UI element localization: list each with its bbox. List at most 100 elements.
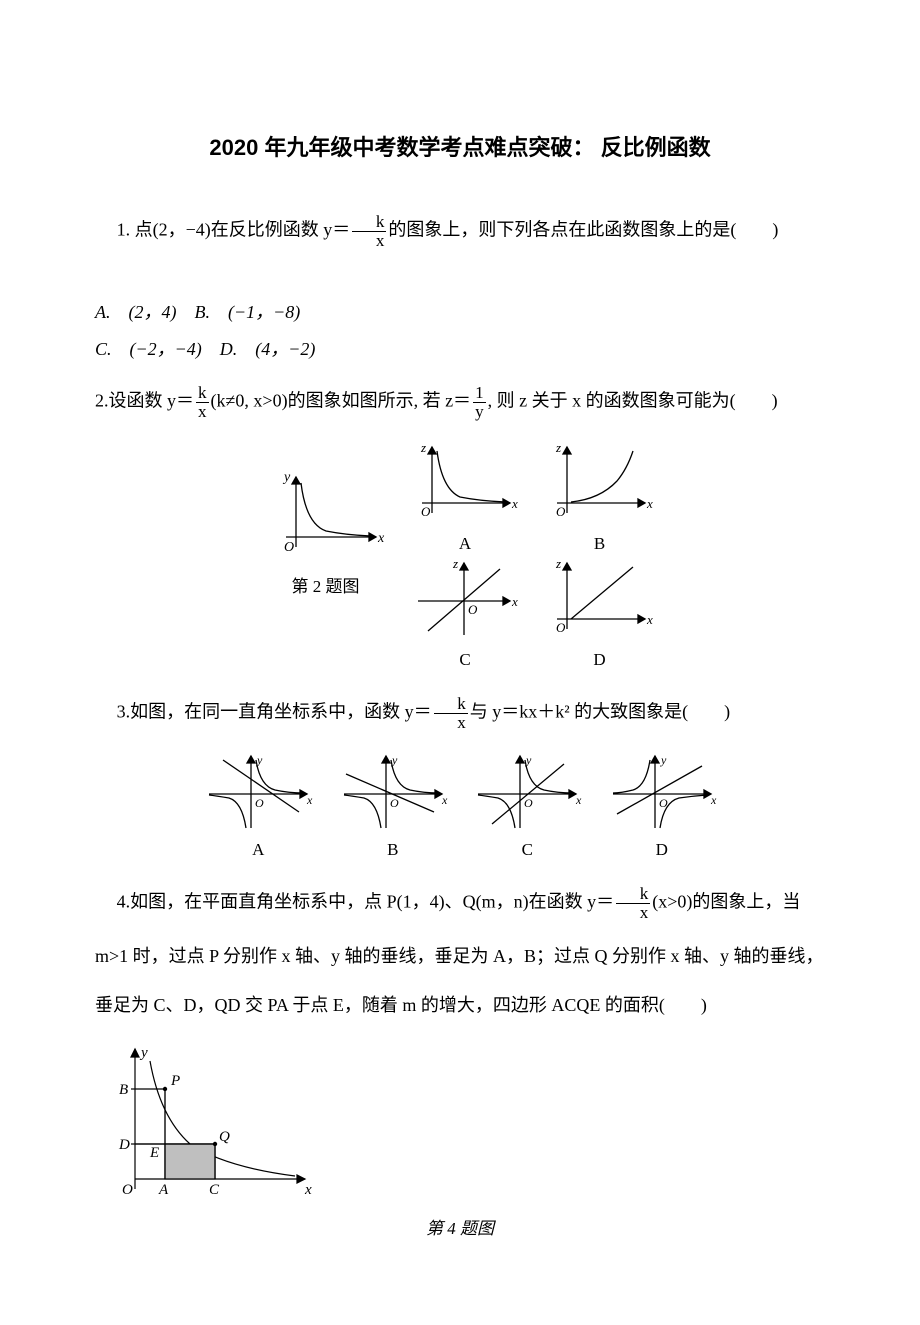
q2-f1n: k — [196, 384, 209, 403]
q4-A: A — [158, 1182, 169, 1198]
axis-z: z — [555, 441, 561, 455]
q3-optC-svg: x y O — [472, 752, 582, 832]
q2-ref-xlabel: x — [377, 531, 385, 546]
q4-stem: 4.如图，在平面直角坐标系中，点 P(1，4)、Q(m，n)在函数 y＝kx(x… — [95, 885, 825, 922]
q3-stem: 3.如图，在同一直角坐标系中，函数 y＝kx与 y＝kx＋k² 的大致图象是( … — [95, 695, 825, 732]
q3-optC: x y O C — [472, 752, 582, 863]
origin-label: O — [556, 620, 566, 635]
axis-x: x — [441, 793, 448, 807]
q2-post: , 则 z 关于 x 的函数图象可能为( ) — [488, 390, 778, 410]
origin-label: O — [255, 796, 264, 810]
origin-label: O — [659, 796, 668, 810]
q4-svg: O x y B D P E Q A C — [95, 1039, 315, 1209]
q2-optA-label: A — [410, 530, 520, 557]
q3-optC-label: C — [472, 836, 582, 863]
q4-caption: 第 4 题图 — [95, 1215, 825, 1242]
q2-optA: x z O A — [410, 441, 520, 557]
q4-line2: m>1 时，过点 P 分别作 x 轴、y 轴的垂线，垂足为 A，B；过点 Q 分… — [95, 942, 825, 971]
origin-label: O — [524, 796, 533, 810]
axis-x: x — [511, 594, 518, 609]
q3-optA: x y O A — [203, 752, 313, 863]
q2-optC: x z O C — [410, 557, 520, 673]
q3-optB-svg: x y O — [338, 752, 448, 832]
q1-options: A. (2，4) B. (−1，−8) C. (−2，−4) D. (4，−2) — [95, 298, 825, 364]
axis-y: y — [525, 753, 532, 767]
q4-xlabel: x — [304, 1182, 312, 1198]
q4-Q: Q — [219, 1129, 230, 1145]
axis-y: y — [256, 753, 263, 767]
q3-optA-label: A — [203, 836, 313, 863]
q4-fd: x — [616, 904, 650, 922]
origin-label: O — [390, 796, 399, 810]
q2-optD-label: D — [545, 646, 655, 673]
q4-point-Q — [213, 1142, 217, 1146]
axis-z: z — [452, 557, 458, 571]
axis-y: y — [391, 753, 398, 767]
axis-x: x — [646, 612, 653, 627]
q3-optD-svg: x y O — [607, 752, 717, 832]
q2-pre: 2.设函数 y＝ — [95, 390, 194, 410]
q2-optC-label: C — [410, 646, 520, 673]
q3-post: 与 y＝kx＋k² 的大致图象是( ) — [470, 701, 730, 721]
q2-frac1: kx — [196, 384, 209, 421]
origin-label: O — [421, 504, 431, 519]
q4-D: D — [118, 1137, 130, 1153]
q2-frac2: 1y — [473, 384, 486, 421]
q4-point-P — [163, 1087, 167, 1091]
q2-ref-graph: x y O 第 2 题图 — [266, 469, 386, 600]
page-title: 2020 年九年级中考数学考点难点突破： 反比例函数 — [95, 130, 825, 165]
q2-stem: 2.设函数 y＝kx(k≠0, x>0)的图象如图所示, 若 z＝1y, 则 z… — [95, 384, 825, 421]
q2-options-grid: x z O A x z O — [400, 441, 665, 673]
q2-optD-svg: x z O — [545, 557, 655, 642]
q2-ref-O: O — [284, 540, 294, 555]
q2-f1d: x — [196, 403, 209, 421]
q1-text-b: 的图象上，则下列各点在此函数图象上的是( ) — [388, 220, 778, 240]
axis-z: z — [555, 557, 561, 571]
q3-figure-row: x y O A x y O B — [95, 752, 825, 863]
q2-mid: (k≠0, x>0)的图象如图所示, 若 z＝ — [211, 390, 472, 410]
q2-ref-caption: 第 2 题图 — [266, 573, 386, 600]
q4-C: C — [209, 1182, 220, 1198]
q3-fn: k — [434, 695, 468, 714]
q4-line3: 垂足为 C、D，QD 交 PA 于点 E，随着 m 的增大，四边形 ACQE 的… — [95, 991, 825, 1020]
q3-frac: kx — [434, 695, 468, 732]
q2-ref-ylabel: y — [282, 470, 291, 485]
axis-x: x — [646, 496, 653, 511]
axis-z: z — [420, 441, 426, 455]
origin-label: O — [468, 602, 478, 617]
q2-optB-label: B — [545, 530, 655, 557]
q1-frac-num: k — [352, 213, 386, 232]
axis-x: x — [710, 793, 717, 807]
q1-frac: kx — [352, 213, 386, 250]
q3-optB-label: B — [338, 836, 448, 863]
axis-x: x — [575, 793, 582, 807]
q2-f2n: 1 — [473, 384, 486, 403]
q4-B: B — [119, 1082, 128, 1098]
q1-stem: 1. 点(2，−4)在反比例函数 y＝kx的图象上，则下列各点在此函数图象上的是… — [95, 213, 825, 250]
q1-opt-cd: C. (−2，−4) D. (4，−2) — [95, 335, 825, 364]
q2-ref-svg: x y O — [266, 469, 386, 569]
q2-optB-svg: x z O — [545, 441, 655, 526]
q4-pre: 4.如图，在平面直角坐标系中，点 P(1，4)、Q(m，n)在函数 y＝ — [117, 892, 615, 912]
axis-y: y — [660, 753, 667, 767]
q3-optD-label: D — [607, 836, 717, 863]
q3-fd: x — [434, 714, 468, 732]
q2-f2d: y — [473, 403, 486, 421]
q1-frac-den: x — [352, 232, 386, 250]
origin-label: O — [556, 504, 566, 519]
q4-fn: k — [616, 885, 650, 904]
q4-P: P — [170, 1073, 180, 1089]
q2-figure-row: x y O 第 2 题图 x z O — [95, 441, 825, 673]
q4-figure: O x y B D P E Q A C 第 4 题图 — [95, 1039, 825, 1242]
q4-O: O — [122, 1182, 133, 1198]
q3-optA-svg: x y O — [203, 752, 313, 832]
q4-E: E — [149, 1145, 159, 1161]
axis-x: x — [306, 793, 313, 807]
q3-optB: x y O B — [338, 752, 448, 863]
q4-mid: (x>0)的图象上，当 — [652, 892, 800, 912]
q2-optD: x z O D — [545, 557, 655, 673]
q3-optD: x y O D — [607, 752, 717, 863]
q2-optA-svg: x z O — [410, 441, 520, 526]
q3-pre: 3.如图，在同一直角坐标系中，函数 y＝ — [117, 701, 432, 721]
q4-frac: kx — [616, 885, 650, 922]
